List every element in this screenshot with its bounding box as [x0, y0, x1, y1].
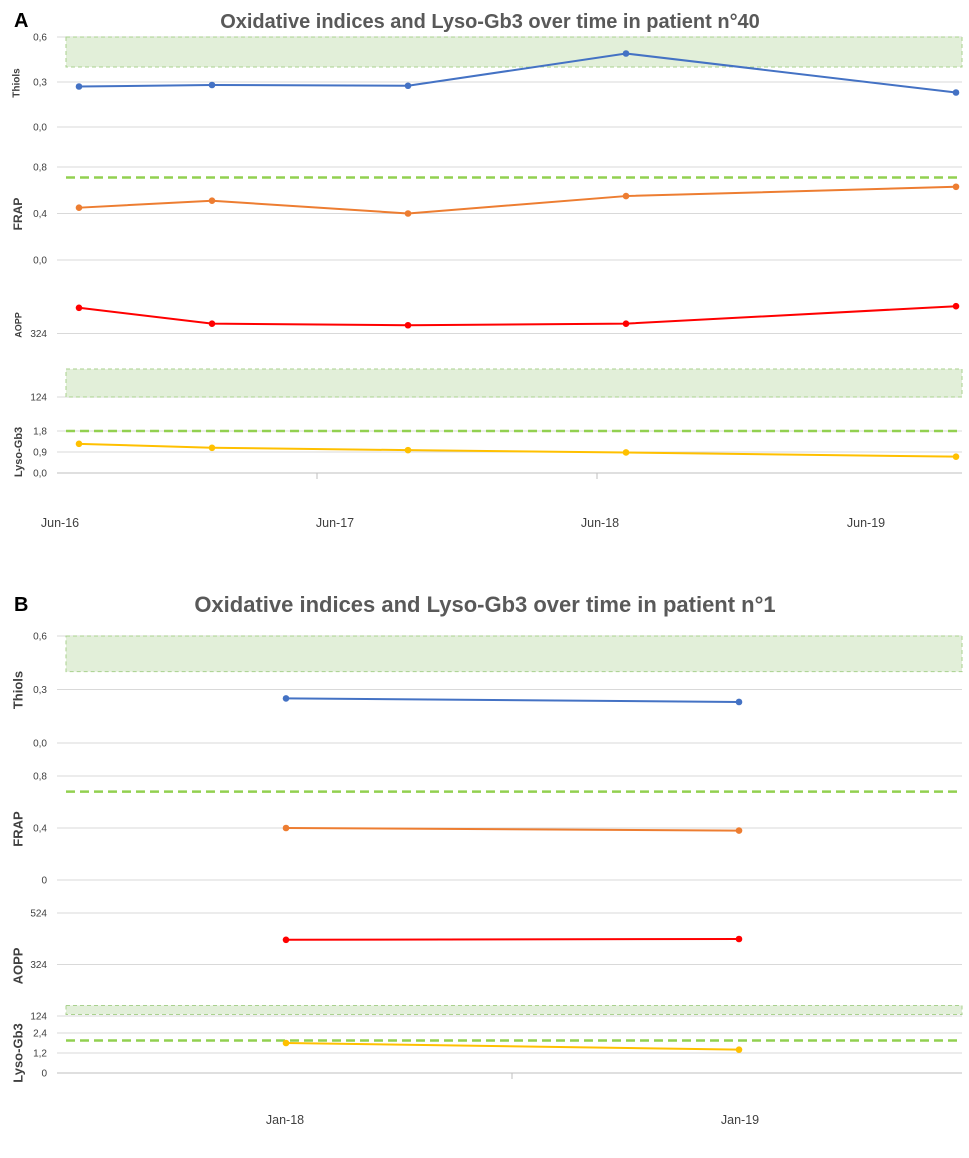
x-tick-label: Jun-19	[847, 516, 885, 530]
x-tick-label: Jan-19	[721, 1113, 759, 1127]
panel-letter-b: B	[14, 594, 28, 616]
chart-area-a: 0,0 0,3 0,6 Thiols 0,0 0,4 0,8 FRAP 124 324 AOPP 0,…	[11, 33, 963, 530]
y-tick-label-aopp: 124	[30, 1012, 47, 1023]
data-point-aopp	[622, 320, 630, 327]
y-tick-label-frap: 0,8	[33, 772, 47, 783]
data-point-frap	[208, 197, 216, 205]
y-tick-label-aopp: 324	[30, 329, 47, 340]
data-point-thiols	[208, 81, 216, 89]
y-tick-label-aopp: 124	[30, 393, 47, 404]
y-tick-label-aopp: 324	[30, 960, 47, 971]
data-point-lyso-gb3	[75, 440, 83, 448]
row-label-aopp: AOPP	[10, 947, 25, 984]
data-point-frap	[952, 183, 960, 191]
row-label-lyso-gb3: Lyso-Gb3	[13, 427, 25, 477]
data-point-frap	[735, 827, 743, 834]
data-point-aopp	[208, 320, 216, 327]
series-line-aopp	[285, 938, 740, 941]
y-tick-label-frap: 0,8	[33, 163, 47, 174]
data-point-lyso-gb3	[404, 446, 412, 454]
data-point-aopp	[952, 302, 960, 310]
y-tick-label-thiols: 0,6	[33, 632, 47, 643]
data-point-frap	[75, 204, 83, 211]
row-label-lyso-gb3: Lyso-Gb3	[10, 1023, 25, 1082]
chart-title-a: Oxidative indices and Lyso-Gb3 over time…	[220, 11, 760, 33]
chart-area-b: 0,0 0,3 0,6 Thiols 0 0,4 0,8 FRAP 124 324 524 AOPP 0…	[10, 632, 963, 1127]
row-label-frap: FRAP	[10, 811, 25, 847]
y-tick-label-lyso-gb3: 2,4	[33, 1029, 47, 1040]
series-line-lyso-gb3	[285, 1042, 740, 1051]
data-point-frap	[404, 210, 412, 217]
panel-letter-a: A	[14, 10, 28, 32]
x-tick-label: Jun-17	[316, 516, 354, 530]
reference-band-aopp	[65, 1004, 963, 1015]
data-point-lyso-gb3	[622, 449, 630, 456]
reference-band-thiols	[65, 635, 963, 673]
y-tick-label-lyso-gb3: 0,9	[33, 448, 47, 459]
y-tick-label-thiols: 0,3	[33, 78, 47, 89]
y-tick-label-lyso-gb3: 0	[41, 1069, 47, 1080]
panel-a: A Oxidative indices and Lyso-Gb3 over ti…	[11, 10, 963, 530]
data-point-lyso-gb3	[282, 1039, 290, 1047]
y-tick-label-aopp: 524	[30, 909, 47, 920]
y-tick-label-frap: 0,4	[33, 209, 47, 220]
data-point-frap	[282, 824, 290, 832]
row-label-frap: FRAP	[11, 198, 25, 231]
reference-band-thiols	[65, 36, 963, 68]
data-point-aopp	[282, 936, 290, 944]
data-point-thiols	[622, 50, 630, 57]
data-point-lyso-gb3	[952, 453, 960, 460]
axes: 0,0 0,3 0,6 Thiols 0 0,4 0,8 FRAP 124 324 524 AOPP 0…	[10, 632, 962, 1127]
y-tick-label-thiols: 0,0	[33, 123, 47, 134]
panel-b: B Oxidative indices and Lyso-Gb3 over ti…	[10, 592, 963, 1127]
data-point-aopp	[404, 321, 412, 329]
row-label-thiols: Thiols	[12, 68, 23, 98]
x-tick-label: Jan-18	[266, 1113, 304, 1127]
y-tick-label-lyso-gb3: 1,2	[33, 1049, 47, 1060]
reference-ranges	[65, 635, 963, 1042]
x-tick-label: Jun-16	[41, 516, 79, 530]
y-tick-label-thiols: 0,0	[33, 739, 47, 750]
y-tick-label-frap: 0	[41, 876, 47, 887]
y-tick-label-thiols: 0,6	[33, 33, 47, 44]
row-label-aopp: AOPP	[13, 312, 23, 338]
y-tick-label-frap: 0,0	[33, 256, 47, 267]
chart-title-b: Oxidative indices and Lyso-Gb3 over time…	[194, 592, 775, 617]
gridlines	[57, 36, 962, 474]
data-point-thiols	[404, 82, 412, 90]
reference-band-aopp	[65, 368, 963, 398]
data-point-thiols	[75, 83, 83, 90]
data-point-aopp	[75, 304, 83, 312]
series-line-thiols	[285, 697, 740, 703]
reference-ranges	[65, 36, 963, 433]
data-point-frap	[622, 192, 630, 200]
series	[75, 50, 960, 460]
row-label-thiols: Thiols	[10, 671, 25, 709]
data-point-aopp	[735, 935, 743, 943]
y-tick-label-lyso-gb3: 0,0	[33, 469, 47, 480]
x-tick-label: Jun-18	[581, 516, 619, 530]
data-point-lyso-gb3	[208, 444, 216, 452]
data-point-thiols	[282, 695, 290, 702]
series	[282, 695, 743, 1053]
series-line-frap	[285, 827, 740, 832]
data-point-thiols	[735, 698, 743, 706]
data-point-thiols	[952, 89, 960, 96]
y-tick-label-lyso-gb3: 1,8	[33, 427, 47, 438]
data-point-lyso-gb3	[735, 1046, 743, 1053]
y-tick-label-frap: 0,4	[33, 824, 47, 835]
y-tick-label-thiols: 0,3	[33, 685, 47, 696]
axes: 0,0 0,3 0,6 Thiols 0,0 0,4 0,8 FRAP 124 324 AOPP 0,…	[11, 33, 962, 530]
